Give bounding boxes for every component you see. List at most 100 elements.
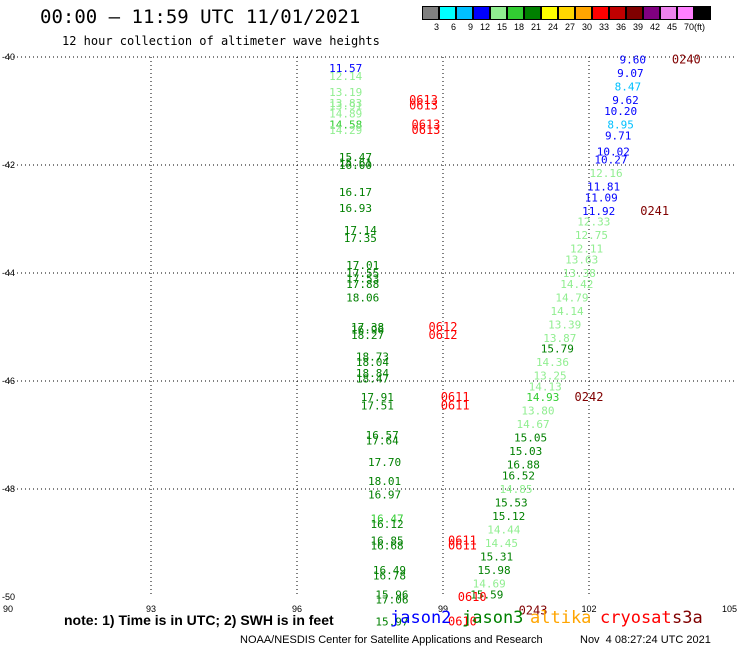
wave-height-label: 17.88 [346, 278, 379, 291]
wave-height-label: 13.25 [534, 370, 567, 383]
wave-height-label: 11.92 [582, 205, 615, 218]
colorbar-labels: 3 6 9 12 15 18 21 24 27 30 33 36 39 42 45 70 (ft) [422, 22, 714, 32]
time-label: 0613 [409, 99, 438, 113]
time-label: 0611 [448, 539, 477, 553]
x-tick-label: 102 [581, 604, 596, 614]
wave-height-label: 17.70 [368, 456, 401, 469]
colorbar-label: 30 [581, 22, 592, 32]
time-label: 0613 [409, 93, 438, 107]
wave-height-label: 17.06 [375, 594, 408, 607]
colorbar-swatch [473, 6, 490, 20]
time-label: 0612 [429, 328, 458, 342]
wave-height-label: 18.84 [356, 367, 389, 380]
wave-height-label: 14.42 [560, 278, 593, 291]
time-label: 0240 [672, 53, 701, 67]
colorbar-label: (ft) [694, 22, 705, 32]
wave-height-label: 18.47 [356, 372, 389, 385]
wave-height-label: 15.61 [339, 156, 372, 169]
wave-height-label: 15.31 [480, 551, 513, 564]
wave-height-label: 14.85 [499, 483, 532, 496]
x-tick-label: 96 [292, 604, 302, 614]
wave-height-label: 13.80 [521, 405, 554, 418]
wave-height-label: 16.85 [370, 534, 403, 547]
colorbar-swatch [609, 6, 626, 20]
wave-height-label: 15.79 [541, 343, 574, 356]
wave-height-label: 15.59 [470, 588, 503, 601]
colorbar-label: 70 [683, 22, 694, 32]
footer-note: note: 1) Time is in UTC; 2) SWH is in fe… [64, 612, 334, 628]
y-tick-label: -48 [2, 484, 15, 494]
wave-height-label: 14.36 [536, 356, 569, 369]
colorbar-swatch [660, 6, 677, 20]
colorbar-label: 33 [598, 22, 609, 32]
colorbar-label: 18 [513, 22, 524, 32]
sat-s3a: s3a [672, 608, 703, 628]
wave-height-label: 16.12 [370, 518, 403, 531]
wave-height-label: 16.57 [366, 429, 399, 442]
colorbar-label: 9 [467, 22, 473, 32]
sat-jason3: jason3 [462, 608, 524, 628]
wave-height-label: 10.02 [597, 146, 630, 159]
wave-height-label: 16.78 [373, 569, 406, 582]
colorbar-swatch [507, 6, 524, 20]
colorbar-label: 15 [496, 22, 507, 32]
wave-height-label: 13.91 [329, 100, 362, 113]
wave-height-label: 12.16 [589, 167, 622, 180]
wave-height-label: 11.57 [329, 62, 362, 75]
wave-height-label: 18.73 [356, 351, 389, 364]
wave-height-label: 15.97 [375, 615, 408, 628]
x-tick-label: 90 [3, 604, 13, 614]
colorbar-label: 27 [564, 22, 575, 32]
wave-height-label: 9.62 [612, 94, 639, 107]
time-label: 0241 [640, 204, 669, 218]
wave-height-label: 15.53 [495, 497, 528, 510]
wave-height-label: 13.63 [565, 254, 598, 267]
y-tick-label: -40 [2, 52, 15, 62]
colorbar-swatch [558, 6, 575, 20]
wave-height-label: 10.27 [594, 154, 627, 167]
wave-height-label: 14.45 [485, 537, 518, 550]
wave-height-label: 14.93 [526, 391, 559, 404]
wave-height-label: 16.49 [373, 564, 406, 577]
wave-height-label: 8.47 [615, 81, 642, 94]
colorbar-label: 12 [479, 22, 490, 32]
wave-height-label: 14.14 [551, 305, 584, 318]
x-tick-label: 93 [146, 604, 156, 614]
wave-height-label: 17.91 [361, 391, 394, 404]
wave-height-label: 16.00 [339, 159, 372, 172]
sat-jason2: jason2 [390, 608, 452, 628]
colorbar-label: 6 [450, 22, 456, 32]
wave-height-label: 18.01 [368, 475, 401, 488]
y-tick-label: -42 [2, 160, 15, 170]
time-label: 0242 [575, 390, 604, 404]
wave-height-label: 14.89 [329, 108, 362, 121]
time-label: 0611 [441, 390, 470, 404]
wave-height-label: 14.29 [329, 124, 362, 137]
time-label: 0243 [519, 604, 548, 618]
wave-height-label: 17.01 [346, 259, 379, 272]
wave-height-label: 11.09 [585, 191, 618, 204]
wave-height-label: 16.47 [370, 513, 403, 526]
time-label: 0610 [458, 590, 487, 604]
wave-height-label: 17.35 [344, 232, 377, 245]
wave-height-label: 16.88 [507, 459, 540, 472]
y-tick-label: -46 [2, 376, 15, 386]
colorbar [422, 6, 711, 20]
sat-altika: altika [530, 608, 592, 628]
colorbar-swatch [524, 6, 541, 20]
wave-height-label: 17.14 [344, 224, 377, 237]
colorbar-label: 3 [433, 22, 439, 32]
wave-height-label: 12.33 [577, 216, 610, 229]
wave-height-label: 9.60 [620, 54, 647, 67]
wave-height-label: 15.12 [492, 510, 525, 523]
colorbar-swatch [575, 6, 592, 20]
x-tick-label: 105 [722, 604, 737, 614]
wave-height-label: 14.13 [529, 380, 562, 393]
time-label: 0611 [448, 533, 477, 547]
wave-height-label: 13.39 [548, 318, 581, 331]
wave-height-label: 13.19 [329, 86, 362, 99]
colorbar-swatch [541, 6, 558, 20]
colorbar-swatch [592, 6, 609, 20]
wave-height-label: 11.81 [587, 181, 620, 194]
